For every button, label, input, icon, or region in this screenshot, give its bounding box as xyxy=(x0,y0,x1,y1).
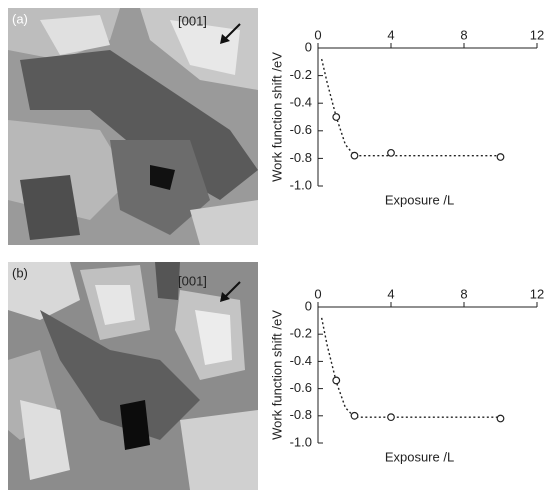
direction-arrow xyxy=(223,281,241,299)
x-tick-label: 4 xyxy=(387,27,394,42)
y-tick-label: -0.4 xyxy=(290,353,312,368)
data-point xyxy=(350,151,359,160)
arrow-head xyxy=(220,292,230,302)
direction-arrow xyxy=(223,23,241,41)
y-tick-label: -1.0 xyxy=(290,434,312,449)
y-tick-label: -0.6 xyxy=(290,380,312,395)
y-tick-label: 0 xyxy=(305,298,312,313)
data-point xyxy=(496,153,505,161)
data-point xyxy=(332,376,341,385)
x-tick-label: 0 xyxy=(314,27,321,42)
y-tick-label: -0.2 xyxy=(290,326,312,341)
y-tick-label: -1.0 xyxy=(290,177,312,192)
y-tick-label: 0 xyxy=(305,39,312,54)
y-tick-label: -0.2 xyxy=(290,67,312,82)
stm-image-a xyxy=(8,8,258,245)
direction-label: [001] xyxy=(178,273,207,288)
panel-label: (a) xyxy=(12,11,28,26)
x-tick-label: 12 xyxy=(530,286,544,301)
stm-image-b xyxy=(8,262,258,490)
y-tick-label: -0.6 xyxy=(290,122,312,137)
x-axis-title: Exposure /L xyxy=(385,192,454,207)
fit-curve xyxy=(320,58,501,157)
data-point xyxy=(332,113,341,121)
x-axis-title: Exposure /L xyxy=(385,449,454,464)
data-point xyxy=(350,411,359,420)
y-tick-label: -0.4 xyxy=(290,95,312,110)
y-tick-label: -0.8 xyxy=(290,407,312,422)
arrow-head xyxy=(220,34,230,44)
x-tick-label: 0 xyxy=(314,286,321,301)
data-point xyxy=(387,413,395,422)
panel-label: (b) xyxy=(12,265,28,280)
direction-label: [001] xyxy=(178,13,207,28)
y-axis-title: Work function shift /eV xyxy=(269,310,284,440)
data-point xyxy=(496,414,505,423)
data-point xyxy=(387,148,395,157)
x-tick-label: 12 xyxy=(530,27,544,42)
x-tick-label: 8 xyxy=(460,27,467,42)
y-tick-label: -0.8 xyxy=(290,150,312,165)
fit-curve xyxy=(320,317,501,418)
x-tick-label: 4 xyxy=(387,286,394,301)
x-tick-label: 8 xyxy=(460,286,467,301)
y-axis-title: Work function shift /eV xyxy=(269,52,284,182)
